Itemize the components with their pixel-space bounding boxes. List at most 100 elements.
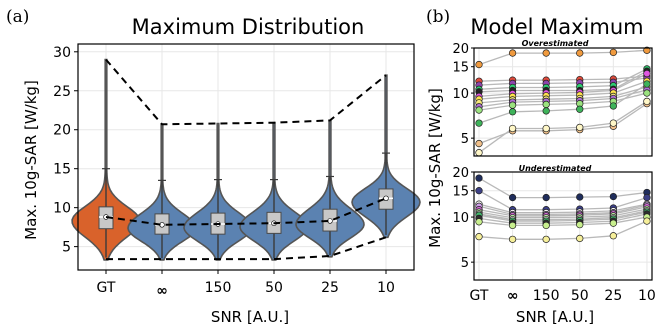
series-line (478, 208, 648, 219)
x-tick-label: GT (470, 288, 489, 304)
series-line (478, 204, 648, 216)
series-point (542, 49, 550, 57)
series-point (576, 221, 584, 229)
x-tick-label: 10 (638, 288, 656, 304)
chart-a-xlabel: SNR [A.U.] (211, 308, 289, 326)
series-line (478, 203, 648, 214)
series-point (609, 48, 617, 57)
y-tick-label: 10 (452, 211, 469, 226)
series-point (542, 193, 550, 202)
series-point (643, 69, 651, 78)
dashed-line-min (106, 236, 387, 261)
series-line (478, 211, 648, 222)
series-point (508, 124, 517, 133)
panel-a-label: (a) (6, 7, 29, 27)
series-point (475, 187, 483, 195)
y-tick-label: 15 (452, 61, 469, 76)
series-line (478, 177, 647, 199)
series-point (609, 219, 617, 227)
series-point (643, 80, 651, 88)
violin-body (71, 58, 141, 261)
series-line (478, 213, 648, 224)
series-point (508, 235, 517, 243)
series-point (576, 234, 584, 243)
y-tick-label: 5 (62, 240, 71, 256)
series-point (609, 119, 617, 127)
series-line (478, 206, 648, 217)
series-line (478, 89, 648, 108)
chart-a-plot: 5 10 15 20 25 30 GT ∞ 150 50 25 10 (53, 43, 421, 299)
series-point (609, 102, 617, 110)
chart-b-xlabel: SNR [A.U.] (516, 308, 594, 326)
series-point (508, 49, 517, 57)
series-line (478, 70, 648, 93)
series-point (576, 105, 584, 113)
series-line (478, 220, 648, 240)
series-point (475, 106, 483, 114)
series-point (609, 232, 617, 240)
chart-a-ylabel: Max. 10g-SAR [W/kg] (22, 80, 40, 240)
series-point (643, 46, 651, 54)
x-tick-label: 50 (265, 280, 283, 296)
plot-frame (77, 43, 415, 271)
series-line (478, 210, 648, 221)
series-point (576, 123, 584, 132)
y-tick-label: 20 (452, 166, 469, 181)
dashed-line-max (105, 58, 387, 126)
subplot-frame (473, 47, 653, 157)
series-line (478, 80, 648, 100)
series-point (542, 124, 550, 133)
series-point (542, 100, 550, 109)
series-point (475, 60, 483, 69)
series-point (475, 119, 483, 127)
y-tick-label: 25 (53, 84, 71, 100)
series-line (478, 77, 647, 86)
series-line (478, 49, 647, 66)
y-tick-label: 20 (452, 42, 469, 57)
x-tick-label: ∞ (156, 283, 168, 299)
series-point (643, 89, 651, 97)
y-tick-label: 15 (53, 162, 71, 178)
series-line (478, 73, 648, 98)
series-point (508, 101, 517, 109)
series-line (478, 190, 648, 211)
x-tick-label: 150 (533, 288, 560, 304)
y-tick-label: 10 (452, 87, 469, 102)
x-tick-label: 10 (377, 280, 395, 296)
y-tick-label: 5 (461, 256, 469, 271)
series-point (542, 221, 550, 230)
series-point (643, 97, 651, 106)
x-tick-label: 150 (205, 280, 232, 296)
series-line (478, 100, 648, 154)
x-tick-label: 25 (604, 288, 622, 304)
x-tick-label: ∞ (507, 288, 519, 304)
y-tick-label: 20 (53, 123, 71, 139)
series-point (508, 193, 517, 202)
series-point (542, 107, 550, 115)
y-tick-label: 15 (452, 185, 469, 200)
y-tick-label: 10 (53, 201, 71, 217)
dashed-line-median (105, 197, 387, 226)
series-point (508, 221, 517, 230)
series-line (478, 75, 647, 82)
series-line (478, 83, 648, 124)
y-tick-label: 30 (53, 45, 71, 61)
subplot-under-title: Underestimated (519, 164, 592, 173)
series-point (609, 192, 617, 201)
subplot-frame (473, 171, 653, 281)
chart-b-title: Model Maximum (470, 15, 643, 39)
series-point (475, 174, 483, 182)
series-point (542, 235, 550, 243)
x-tick-label: GT (97, 280, 116, 296)
series-point (576, 49, 584, 57)
series-line (478, 216, 648, 227)
series-line (478, 68, 648, 90)
series-point (475, 139, 483, 148)
y-tick-label: 5 (461, 132, 469, 147)
x-tick-label: 25 (321, 280, 339, 296)
series-point (643, 193, 651, 202)
chart-a-title: Maximum Distribution (132, 15, 365, 39)
series-line (478, 86, 648, 104)
series-point (643, 217, 651, 225)
